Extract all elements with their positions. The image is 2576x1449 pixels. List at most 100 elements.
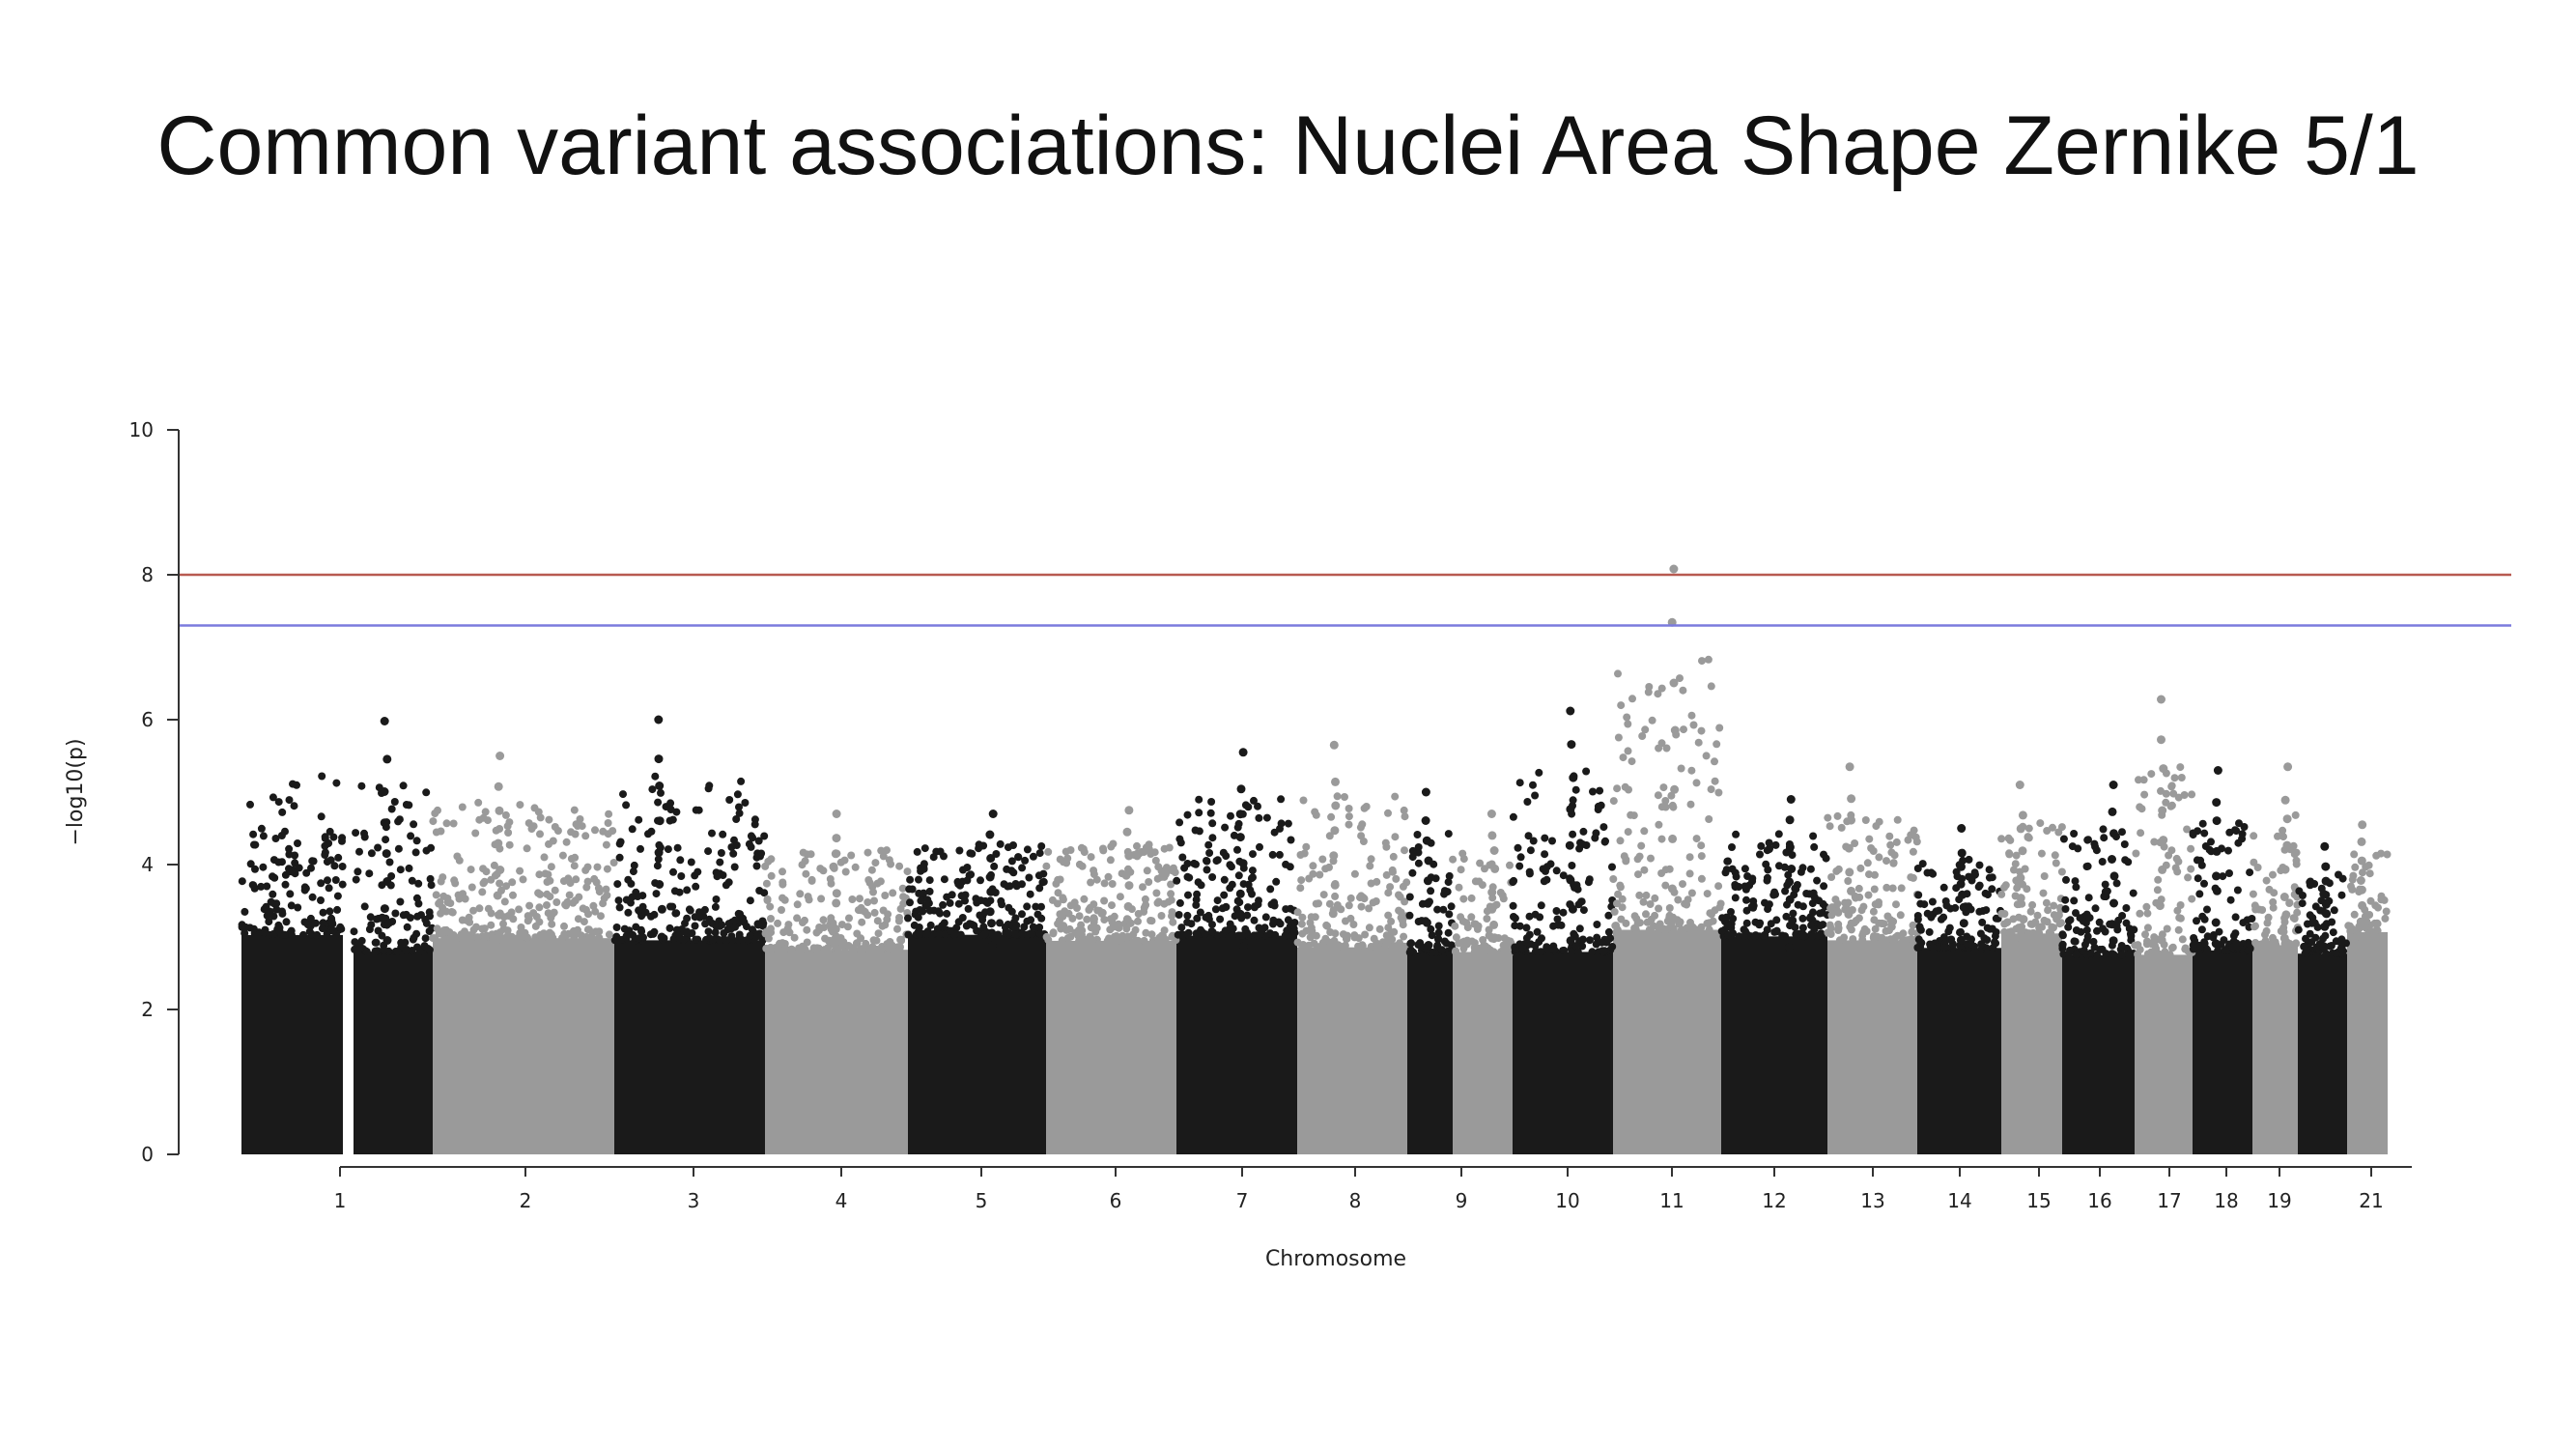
peak-point-21	[2321, 876, 2331, 886]
data-point	[819, 916, 828, 924]
data-point	[1184, 891, 1192, 899]
data-point	[1306, 919, 1315, 927]
data-point	[767, 915, 775, 923]
data-point	[424, 945, 433, 952]
data-point	[1634, 870, 1642, 879]
data-point	[543, 878, 552, 886]
data-point	[257, 882, 266, 891]
data-point	[939, 900, 948, 909]
data-point	[1875, 898, 1882, 906]
data-point	[1269, 916, 1278, 924]
data-point	[1142, 900, 1150, 909]
data-point	[2383, 850, 2392, 859]
data-point	[2313, 923, 2322, 931]
data-point	[1208, 834, 1217, 842]
chromosome-band-14	[1827, 940, 1917, 1154]
data-point	[551, 886, 559, 895]
data-point	[2201, 842, 2210, 850]
peak-point-21	[2320, 841, 2330, 851]
data-point	[547, 863, 555, 871]
data-point	[1628, 695, 1636, 703]
data-point	[324, 876, 331, 885]
data-point	[1059, 895, 1067, 904]
data-point	[1237, 931, 1246, 940]
data-point	[943, 893, 951, 901]
peak-point-10	[1490, 864, 1500, 873]
data-point	[1929, 869, 1938, 878]
data-point	[2350, 850, 2359, 859]
data-point	[857, 906, 865, 915]
data-point	[2072, 926, 2081, 934]
data-point	[720, 929, 728, 937]
data-point	[523, 933, 531, 942]
data-point	[2068, 842, 2077, 851]
peak-point-17	[2109, 829, 2118, 838]
chromosome-band-22	[2347, 931, 2388, 1154]
peak-point-12	[1667, 884, 1677, 894]
threshold-lines	[179, 573, 2511, 627]
data-point	[1023, 845, 1032, 854]
chromosome-band-19	[2193, 950, 2252, 1154]
data-point	[523, 844, 531, 853]
data-point	[274, 858, 283, 867]
data-point	[274, 798, 283, 807]
y-tick-label: 2	[141, 998, 154, 1021]
data-point	[2329, 928, 2337, 937]
chromosome-band-18	[2135, 954, 2193, 1154]
data-point	[449, 819, 458, 828]
data-point	[2071, 877, 2080, 886]
data-point	[977, 896, 985, 905]
data-point	[382, 836, 390, 844]
data-point	[415, 948, 424, 956]
data-point	[856, 895, 863, 903]
data-point	[1686, 800, 1695, 809]
data-point	[1697, 874, 1706, 883]
data-point	[1741, 927, 1750, 936]
data-point	[2173, 906, 2182, 915]
peak-point-18	[2158, 865, 2167, 874]
data-point	[1282, 860, 1290, 868]
data-point	[527, 825, 536, 833]
data-point	[1116, 893, 1124, 901]
data-point	[1618, 903, 1627, 912]
data-point	[2024, 824, 2033, 833]
data-point	[1401, 812, 1409, 821]
data-point	[1370, 934, 1378, 943]
peak-point-11	[1565, 840, 1574, 850]
peak-point-4	[831, 924, 840, 934]
chromosome-band-15	[1917, 948, 2001, 1154]
data-point	[1037, 842, 1046, 850]
data-point	[1159, 931, 1167, 940]
chromosome-band-1	[241, 934, 343, 1154]
peak-point-13	[1785, 815, 1795, 825]
data-point	[1619, 753, 1628, 762]
data-point	[2289, 841, 2298, 850]
peak-point-2	[494, 838, 503, 848]
data-point	[2188, 895, 2196, 903]
data-point	[2302, 934, 2309, 943]
data-point	[1044, 936, 1053, 944]
data-point	[1669, 913, 1678, 922]
peak-point-19	[2212, 846, 2222, 856]
data-point	[487, 921, 495, 929]
data-point	[1168, 932, 1176, 941]
data-point	[1290, 919, 1299, 926]
data-point	[1325, 832, 1334, 840]
data-point	[1870, 916, 1879, 924]
data-point	[922, 929, 931, 938]
x-tick-label: 6	[1110, 1189, 1122, 1212]
data-point	[2099, 825, 2108, 834]
data-point	[1196, 908, 1204, 917]
data-point	[1395, 906, 1403, 915]
data-point	[1075, 912, 1084, 921]
data-point	[1479, 936, 1487, 944]
data-point	[1844, 877, 1853, 885]
data-point	[2051, 851, 2059, 860]
data-point	[1346, 894, 1355, 902]
data-point	[2117, 942, 2126, 950]
data-point	[1531, 791, 1540, 800]
chromosome-band-5	[908, 934, 1046, 1154]
data-point	[1535, 768, 1543, 777]
data-point	[725, 796, 734, 804]
